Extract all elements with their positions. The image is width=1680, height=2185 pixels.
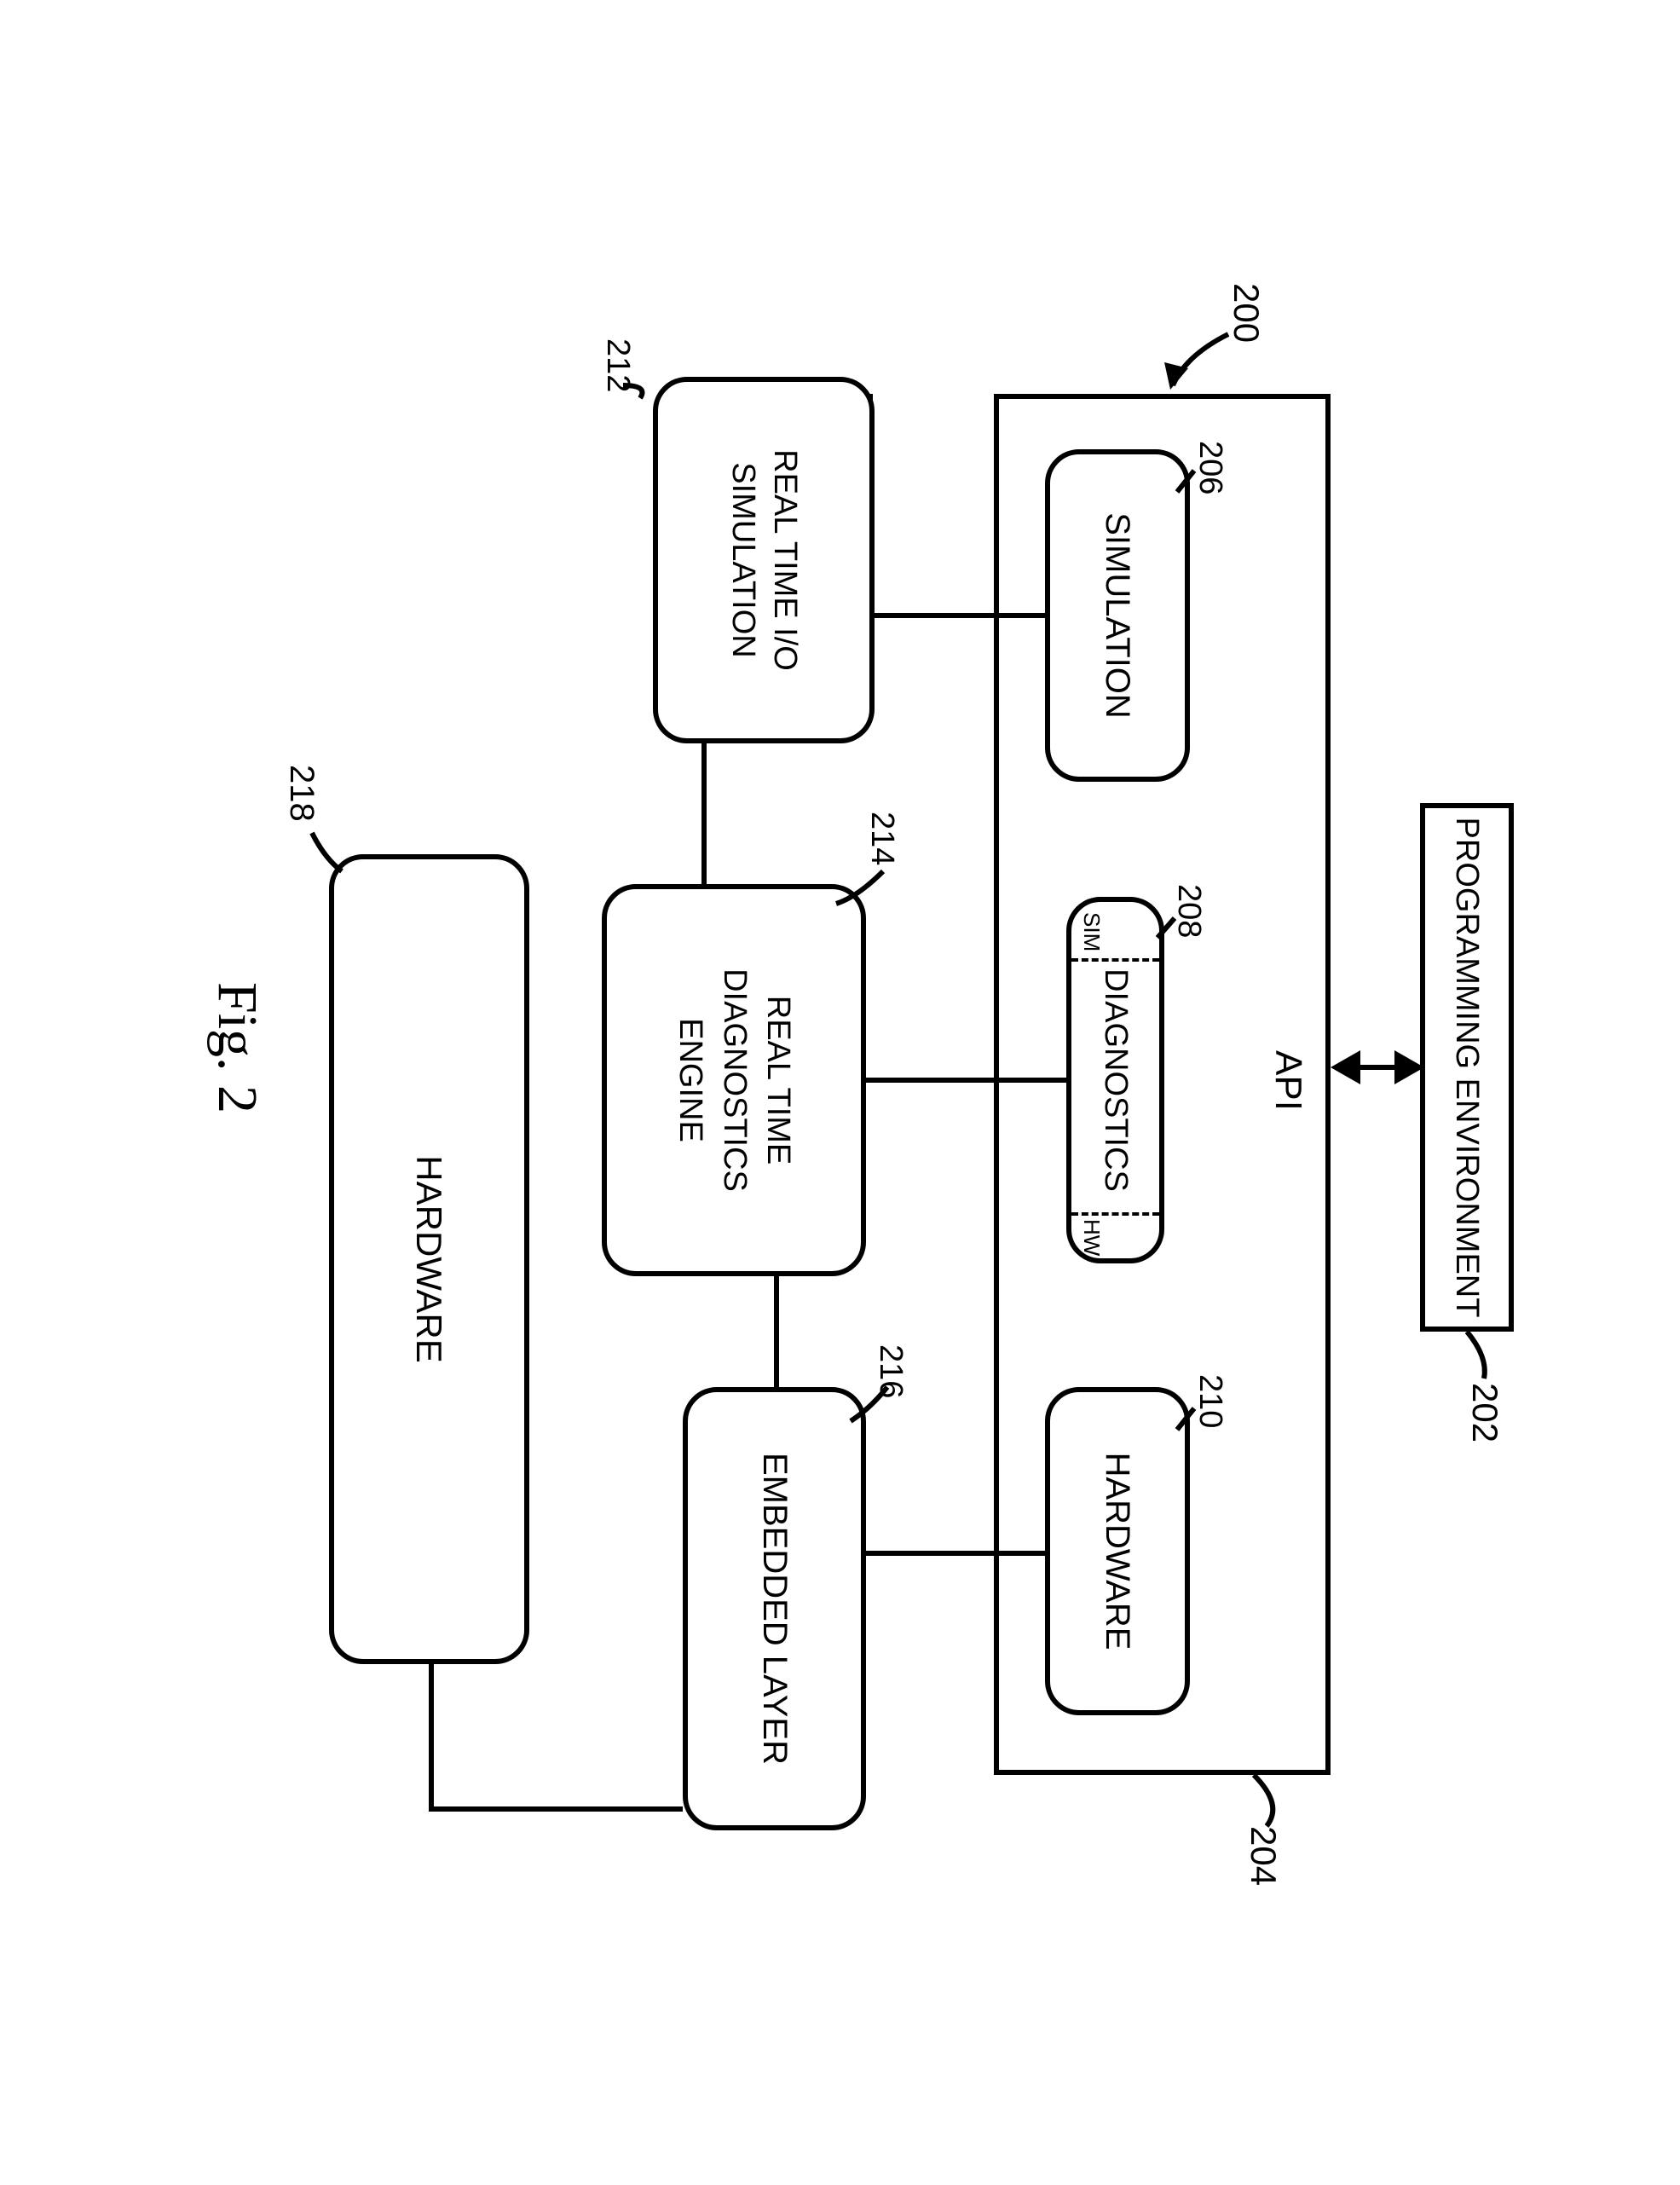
label-diag-sim: SIM — [1078, 912, 1105, 951]
block-hardware-bottom: HARDWARE — [329, 854, 529, 1664]
label-diagnostics: DIAGNOSTICS — [1097, 968, 1134, 1192]
ref-api: 204 — [1243, 1826, 1284, 1886]
ref-system: 200 — [1226, 283, 1267, 343]
block-rt-io-sim: REAL TIME I/O SIMULATION — [653, 377, 875, 743]
label-embedded: EMBEDDED LAYER — [755, 1452, 794, 1764]
ref-embedded: 216 — [872, 1344, 909, 1398]
dash-left — [1071, 958, 1159, 962]
label-api: API — [1267, 1050, 1309, 1111]
ref-hardware-bottom: 218 — [282, 765, 320, 822]
label-simulation: SIMULATION — [1098, 512, 1136, 719]
label-rt-io-sim: REAL TIME I/O SIMULATION — [721, 449, 805, 671]
block-hardware-inner: HARDWARE — [1045, 1387, 1190, 1715]
label-hardware-inner: HARDWARE — [1098, 1452, 1136, 1650]
label-hardware-bottom: HARDWARE — [408, 1155, 449, 1362]
label-rt-diag: REAL TIME DIAGNOSTICS ENGINE — [668, 968, 800, 1192]
ref-rt-io-sim: 212 — [599, 338, 636, 392]
ref-diagnostics: 208 — [1170, 884, 1207, 938]
label-diag-hw: HW — [1078, 1219, 1105, 1256]
block-prog-env: PROGRAMMING ENVIRONMENT — [1420, 803, 1514, 1332]
dash-right — [1071, 1212, 1159, 1216]
figure-label: Fig. 2 — [205, 982, 269, 1113]
block-embedded: EMBEDDED LAYER — [683, 1387, 866, 1830]
block-rt-diag: REAL TIME DIAGNOSTICS ENGINE — [602, 884, 866, 1276]
label-prog-env: PROGRAMMING ENVIRONMENT — [1448, 817, 1485, 1317]
ref-hardware-inner: 210 — [1192, 1374, 1228, 1428]
diagram-container: PROGRAMMING ENVIRONMENT 202 API 204 200 … — [116, 155, 1565, 2031]
block-simulation: SIMULATION — [1045, 449, 1190, 782]
ref-simulation: 206 — [1192, 441, 1228, 494]
ref-prog-env: 202 — [1464, 1383, 1505, 1442]
ref-rt-diag: 214 — [863, 812, 900, 865]
